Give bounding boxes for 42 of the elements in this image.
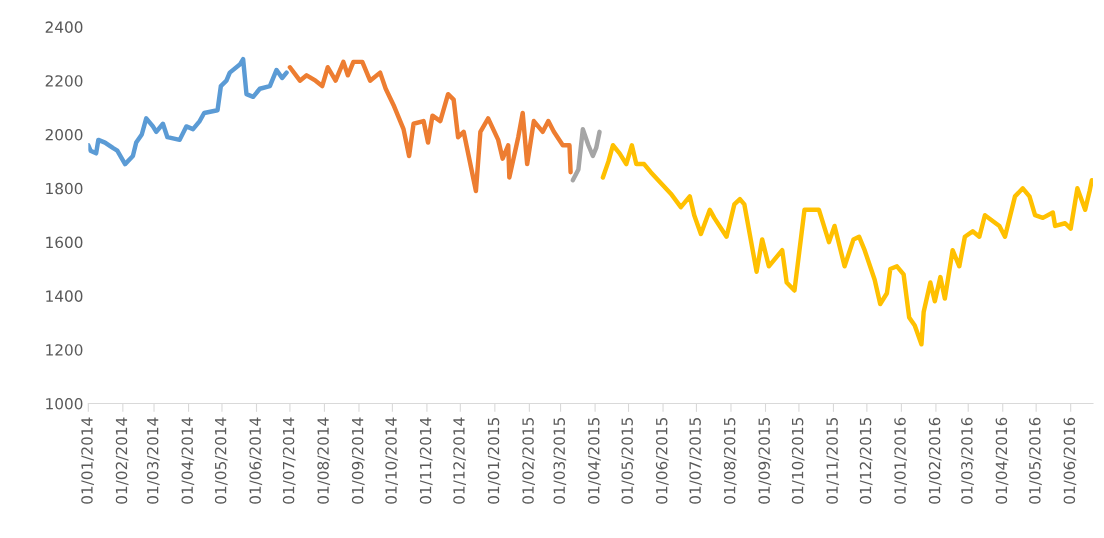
x-tick-label: 01/06/2014 [249,417,263,504]
x-tick-label: 01/11/2015 [826,418,840,504]
line-series [88,56,289,167]
x-tick-label: 01/03/2015 [553,418,567,504]
x-tick-label: 01/03/2014 [146,417,160,504]
line-series [600,143,1093,347]
y-tick-label: 2200 [45,75,83,87]
x-tick-label: 01/05/2014 [214,417,228,504]
x-tick-label: 01/12/2014 [453,417,466,504]
x-tick-label: 01/08/2015 [723,418,737,504]
x-tick-label: 01/02/2015 [522,418,536,504]
x-tick-label: 01/06/2016 [1063,417,1077,504]
x-tick-label: 01/01/2015 [487,418,501,504]
y-tick-label: 1800 [46,182,83,195]
x-tick-label: 01/04/2014 [181,417,195,504]
x-tick-label: 01/10/2014 [385,417,399,504]
x-tick-label: 01/07/2014 [282,417,296,504]
x-tick-label: 01/10/2015 [791,418,805,504]
x-tick-label: 01/12/2015 [859,418,873,504]
x-tick-label: 01/05/2015 [621,418,635,504]
y-tick-label: 1400 [46,290,83,302]
line-series [287,59,573,194]
x-tick-label: 01/04/2016 [995,417,1009,504]
y-tick-label: 1200 [46,344,83,356]
line-series [570,126,602,183]
x-tick-label: 01/11/2014 [419,417,433,504]
x-tick-label: 01/06/2015 [655,418,669,504]
x-tick-label: 01/07/2015 [689,418,703,504]
y-tick-label: 1000 [46,397,83,410]
x-tick-label: 01/02/2014 [115,417,129,504]
x-tick-label: 01/01/2014 [81,417,94,504]
x-tick-label: 01/08/2014 [317,417,331,504]
x-tick-label: 01/04/2015 [587,418,601,504]
y-tick-label: 2000 [45,128,83,141]
x-tick-label: 01/05/2016 [1029,417,1042,504]
y-tick-label: 2400 [45,21,83,33]
y-tick-label: 1600 [46,236,83,249]
x-tick-label: 01/09/2015 [758,418,772,504]
x-tick-label: 01/03/2016 [961,417,974,504]
x-tick-label: 01/09/2014 [351,417,365,504]
x-tick-label: 01/02/2016 [928,417,942,504]
x-tick-label: 01/01/2016 [894,417,908,504]
